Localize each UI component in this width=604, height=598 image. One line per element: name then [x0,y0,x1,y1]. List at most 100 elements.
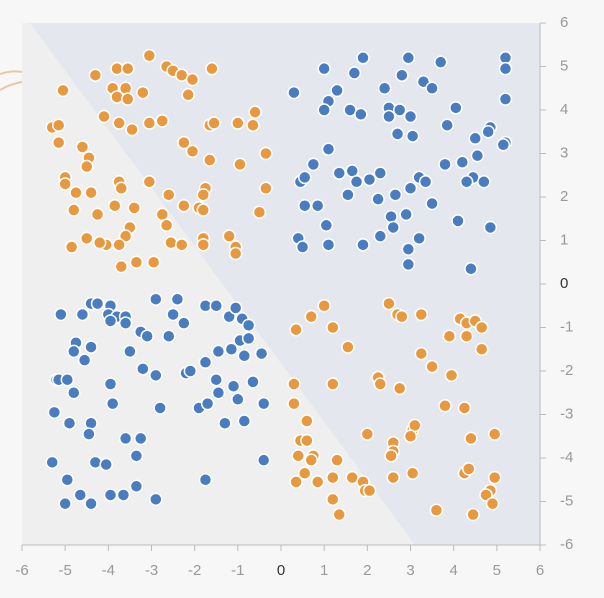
point [468,131,482,146]
x-tick-label: -3 [145,562,158,579]
point [425,81,439,95]
point [498,92,513,106]
point [317,299,331,313]
marks [45,48,513,522]
point [136,362,150,376]
y-tick-label: -5 [560,492,573,509]
point [321,238,336,252]
point [112,238,126,252]
point [429,503,444,517]
point [103,488,118,502]
point [88,455,103,470]
point [60,473,75,487]
y-tick-label: -3 [560,405,573,422]
x-tick-label: -4 [102,562,115,579]
point [392,103,407,117]
point [287,377,301,391]
x-tick-label: 2 [363,562,371,579]
point [341,188,355,202]
point [295,240,310,254]
y-tick-label: 1 [560,231,568,248]
point [386,220,400,235]
point [384,449,398,463]
point [56,83,70,98]
point [67,344,81,359]
point [403,429,418,443]
point [129,449,144,463]
point [241,331,256,346]
point [330,453,344,467]
y-tick-label: 0 [560,275,568,292]
point [108,198,122,213]
point [425,196,439,211]
point [306,157,321,172]
point [228,301,243,315]
point [205,61,219,76]
point [464,262,478,276]
point [485,496,500,511]
y-tick-label: 6 [560,14,568,31]
point [164,235,178,250]
point [395,68,409,82]
point [116,488,131,502]
point [483,220,498,235]
point [289,322,303,337]
point [149,492,163,507]
point [67,386,81,400]
point [457,401,472,415]
point [237,414,252,428]
x-tick-label: -5 [58,562,71,579]
point [403,109,418,124]
point [470,148,485,163]
point [80,231,94,246]
point [51,135,66,150]
point [224,342,239,356]
point [317,61,331,76]
y-tick-label: 4 [560,101,568,118]
x-tick-label: -6 [15,562,28,579]
point [405,129,420,143]
point [121,61,135,76]
point [373,377,388,391]
point [181,88,195,102]
point [99,457,113,472]
point [377,81,392,95]
point [118,431,133,446]
point [297,466,312,480]
point [228,246,243,261]
point [241,318,256,333]
point [300,433,314,448]
x-tick-label: 6 [536,562,544,579]
point [259,146,273,161]
point [226,379,241,393]
point [248,105,262,119]
point [129,255,144,269]
point [88,68,103,82]
point [162,188,176,202]
point [92,235,107,250]
point [341,340,355,354]
point [211,386,226,400]
point [319,218,334,233]
point [129,479,144,494]
x-tick-label: 5 [493,562,501,579]
point [362,483,377,498]
point [291,449,306,463]
point [185,72,200,87]
y-tick-label: -6 [560,536,573,553]
point [399,207,413,222]
point [222,229,236,243]
point [326,320,340,335]
point [114,181,129,196]
point [82,427,96,441]
point [64,240,79,254]
point [142,48,157,63]
point [382,109,396,124]
point [332,507,347,522]
point [246,118,260,132]
point [209,372,223,387]
point [297,170,312,185]
y-tick-label: 2 [560,188,568,205]
